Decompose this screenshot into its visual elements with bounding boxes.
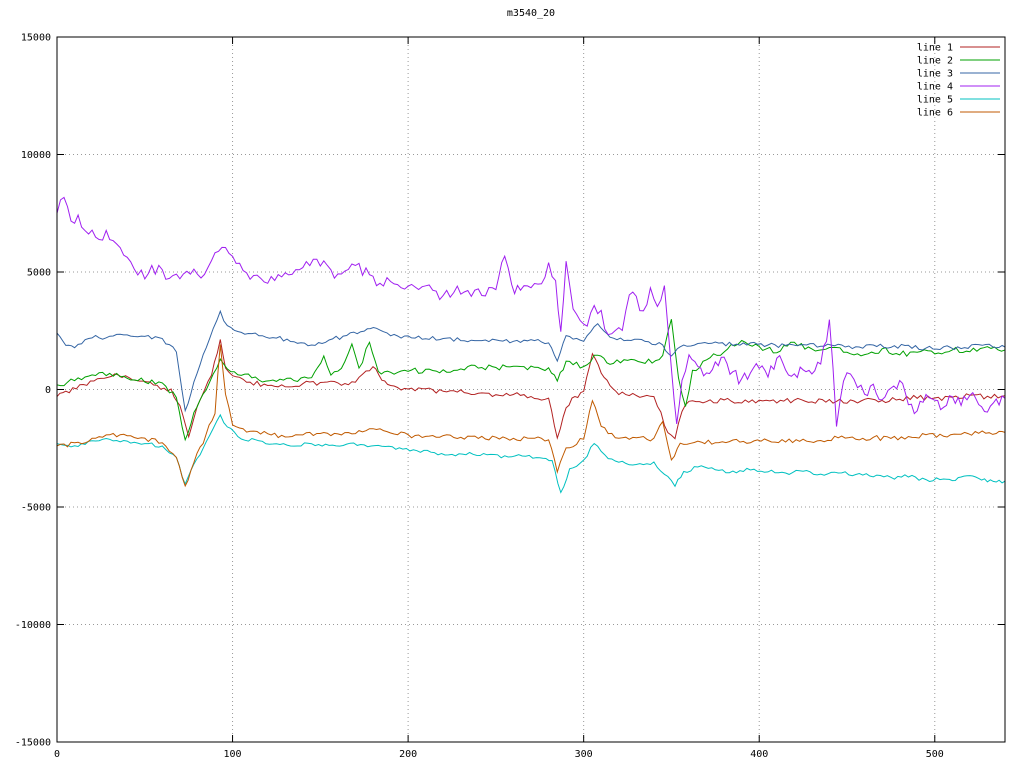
y-tick-label: 10000 bbox=[21, 150, 51, 161]
ticks bbox=[56, 36, 1005, 743]
chart-title: m3540_20 bbox=[506, 8, 556, 19]
legend-label: line 1 bbox=[917, 43, 953, 54]
series-line-1 bbox=[57, 339, 1005, 440]
series-group bbox=[57, 196, 1005, 494]
y-tick-label: -15000 bbox=[15, 738, 51, 749]
legend-label: line 5 bbox=[917, 95, 953, 106]
y-tick-label: 0 bbox=[45, 385, 51, 396]
series-line-4 bbox=[57, 196, 1005, 427]
x-tick-label: 400 bbox=[750, 749, 768, 760]
y-tick-label: -10000 bbox=[15, 620, 51, 631]
y-tick-label: -5000 bbox=[21, 503, 51, 514]
y-tick-label: 15000 bbox=[21, 33, 51, 44]
legend-label: line 6 bbox=[917, 108, 953, 119]
series-line-2 bbox=[57, 319, 1005, 442]
series-line-5 bbox=[57, 413, 1005, 494]
x-tick-label: 200 bbox=[399, 749, 417, 760]
x-tick-label: 0 bbox=[54, 749, 60, 760]
legend: line 1 line 2 line 3 line 4 line 5 line 6 bbox=[917, 43, 1000, 119]
tick-labels: 0 100 200 300 400 500 -15000 -10000 -5000 0 5000 10… bbox=[15, 33, 944, 761]
x-tick-label: 100 bbox=[224, 749, 242, 760]
legend-label: line 4 bbox=[917, 82, 953, 93]
series-line-6 bbox=[57, 344, 1005, 488]
legend-label: line 3 bbox=[917, 69, 953, 80]
legend-label: line 2 bbox=[917, 56, 953, 67]
x-tick-label: 500 bbox=[926, 749, 944, 760]
y-tick-label: 5000 bbox=[27, 268, 51, 279]
series-line-3 bbox=[57, 309, 1005, 413]
x-tick-label: 300 bbox=[575, 749, 593, 760]
